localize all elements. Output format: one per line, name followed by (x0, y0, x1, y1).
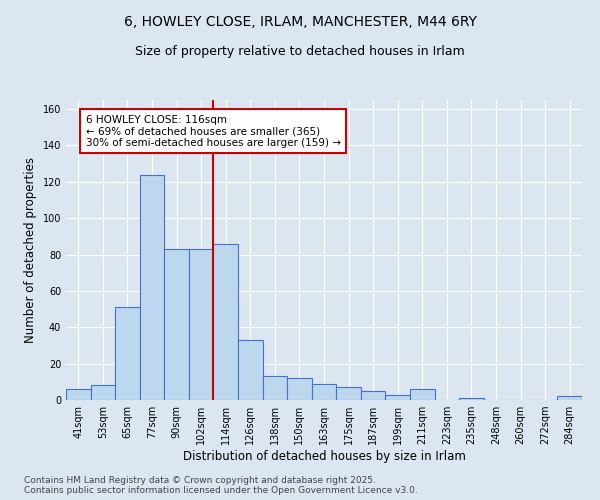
Y-axis label: Number of detached properties: Number of detached properties (24, 157, 37, 343)
Bar (140, 174, 164, 400)
Bar (164, 249, 189, 400)
Bar (361, 391, 385, 400)
Bar (214, 244, 238, 400)
Text: Contains HM Land Registry data © Crown copyright and database right 2025.
Contai: Contains HM Land Registry data © Crown c… (24, 476, 418, 495)
X-axis label: Distribution of detached houses by size in Irlam: Distribution of detached houses by size … (182, 450, 466, 463)
Bar (410, 389, 434, 400)
Bar (189, 249, 214, 400)
Bar (263, 376, 287, 400)
Bar (459, 398, 484, 400)
Bar (115, 308, 140, 400)
Bar (385, 394, 410, 400)
Bar (557, 396, 582, 400)
Bar (66, 389, 91, 400)
Text: 6, HOWLEY CLOSE, IRLAM, MANCHESTER, M44 6RY: 6, HOWLEY CLOSE, IRLAM, MANCHESTER, M44 … (124, 15, 476, 29)
Bar (91, 386, 115, 400)
Bar (336, 388, 361, 400)
Bar (312, 384, 336, 400)
Text: Size of property relative to detached houses in Irlam: Size of property relative to detached ho… (135, 45, 465, 58)
Bar (238, 340, 263, 400)
Text: 6 HOWLEY CLOSE: 116sqm
← 69% of detached houses are smaller (365)
30% of semi-de: 6 HOWLEY CLOSE: 116sqm ← 69% of detached… (86, 114, 341, 148)
Bar (287, 378, 312, 400)
